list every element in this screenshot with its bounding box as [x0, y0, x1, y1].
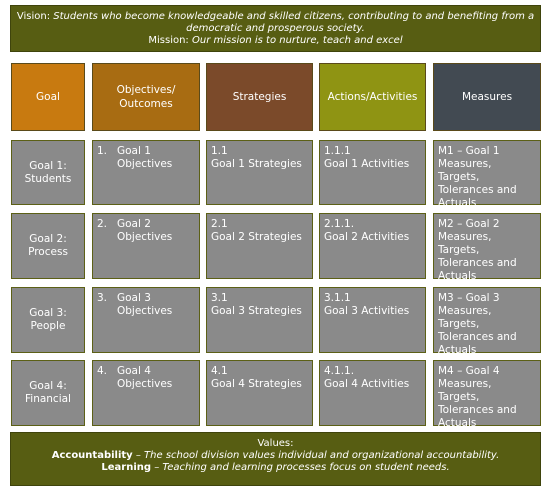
value-line: Learning – Teaching and learning process…	[11, 462, 540, 474]
mission-label: Mission:	[148, 35, 189, 46]
measure-cell: M3 – Goal 3 Measures, Targets, Tolerance…	[433, 287, 541, 356]
mission-text: Our mission is to nurture, teach and exc…	[192, 35, 403, 46]
header-goal: Goal	[11, 63, 85, 131]
value-line: Accountability – The school division val…	[11, 450, 540, 462]
goal-cell: Goal 3: People	[11, 287, 85, 353]
vision-mission-banner: Vision: Students who become knowledgeabl…	[10, 5, 541, 52]
action-text: Goal 1 Activities	[324, 158, 410, 170]
vision-text: Students who become knowledgeable and sk…	[53, 11, 535, 34]
action-cell: 4.1.1. Goal 4 Activities	[319, 360, 426, 426]
objective-text: Goal 4 Objectives	[117, 365, 173, 390]
strategy-cell: 3.1 Goal 3 Strategies	[206, 287, 313, 353]
action-number: 1.1.1	[324, 145, 351, 157]
objective-number: 4.	[97, 365, 108, 377]
action-text: Goal 2 Activities	[324, 231, 410, 243]
objective-text: Goal 2 Objectives	[117, 218, 173, 243]
strategy-cell: 2.1 Goal 2 Strategies	[206, 213, 313, 279]
strategy-text: Goal 2 Strategies	[211, 231, 302, 243]
strategy-number: 2.1	[211, 218, 228, 230]
header-measures: Measures	[433, 63, 541, 131]
values-heading: Values:	[257, 438, 294, 449]
header-actions: Actions/Activities	[319, 63, 426, 131]
vision-label: Vision:	[16, 11, 51, 22]
objective-text: Goal 1 Objectives	[117, 145, 173, 170]
action-text: Goal 3 Activities	[324, 305, 410, 317]
vision-line: Vision: Students who become knowledgeabl…	[11, 11, 540, 35]
value-term: Learning	[101, 462, 152, 473]
goal-cell: Goal 1: Students	[11, 140, 85, 205]
objective-number: 2.	[97, 218, 108, 230]
action-number: 3.1.1	[324, 292, 351, 304]
strategy-text: Goal 4 Strategies	[211, 378, 302, 390]
strategy-number: 3.1	[211, 292, 228, 304]
strategy-text: Goal 3 Strategies	[211, 305, 302, 317]
objective-number: 1.	[97, 145, 108, 157]
measure-cell: M1 – Goal 1 Measures, Targets, Tolerance…	[433, 140, 541, 209]
action-number: 2.1.1.	[324, 218, 355, 230]
action-text: Goal 4 Activities	[324, 378, 410, 390]
strategy-cell: 4.1 Goal 4 Strategies	[206, 360, 313, 426]
action-cell: 2.1.1. Goal 2 Activities	[319, 213, 426, 279]
objective-cell: 3. Goal 3 Objectives	[92, 287, 200, 353]
goal-cell: Goal 2: Process	[11, 213, 85, 279]
strategy-text: Goal 1 Strategies	[211, 158, 302, 170]
action-cell: 3.1.1 Goal 3 Activities	[319, 287, 426, 353]
measure-cell: M2 – Goal 2 Measures, Targets, Tolerance…	[433, 213, 541, 282]
value-text: – The school division values individual …	[132, 450, 500, 461]
value-term: Accountability	[51, 450, 133, 461]
objective-cell: 2. Goal 2 Objectives	[92, 213, 200, 279]
strategy-cell: 1.1 Goal 1 Strategies	[206, 140, 313, 205]
header-objectives: Objectives/ Outcomes	[92, 63, 200, 131]
value-text: – Teaching and learning processes focus …	[151, 462, 450, 473]
objective-cell: 4. Goal 4 Objectives	[92, 360, 200, 426]
strategy-number: 4.1	[211, 365, 228, 377]
objective-cell: 1. Goal 1 Objectives	[92, 140, 200, 205]
objective-text: Goal 3 Objectives	[117, 292, 173, 317]
action-number: 4.1.1.	[324, 365, 355, 377]
strategy-number: 1.1	[211, 145, 228, 157]
action-cell: 1.1.1 Goal 1 Activities	[319, 140, 426, 205]
measure-cell: M4 – Goal 4 Measures, Targets, Tolerance…	[433, 360, 541, 429]
values-banner: Values: Accountability – The school divi…	[10, 432, 541, 486]
mission-line: Mission: Our mission is to nurture, teac…	[11, 35, 540, 47]
header-strategies: Strategies	[206, 63, 313, 131]
objective-number: 3.	[97, 292, 108, 304]
goal-cell: Goal 4: Financial	[11, 360, 85, 426]
